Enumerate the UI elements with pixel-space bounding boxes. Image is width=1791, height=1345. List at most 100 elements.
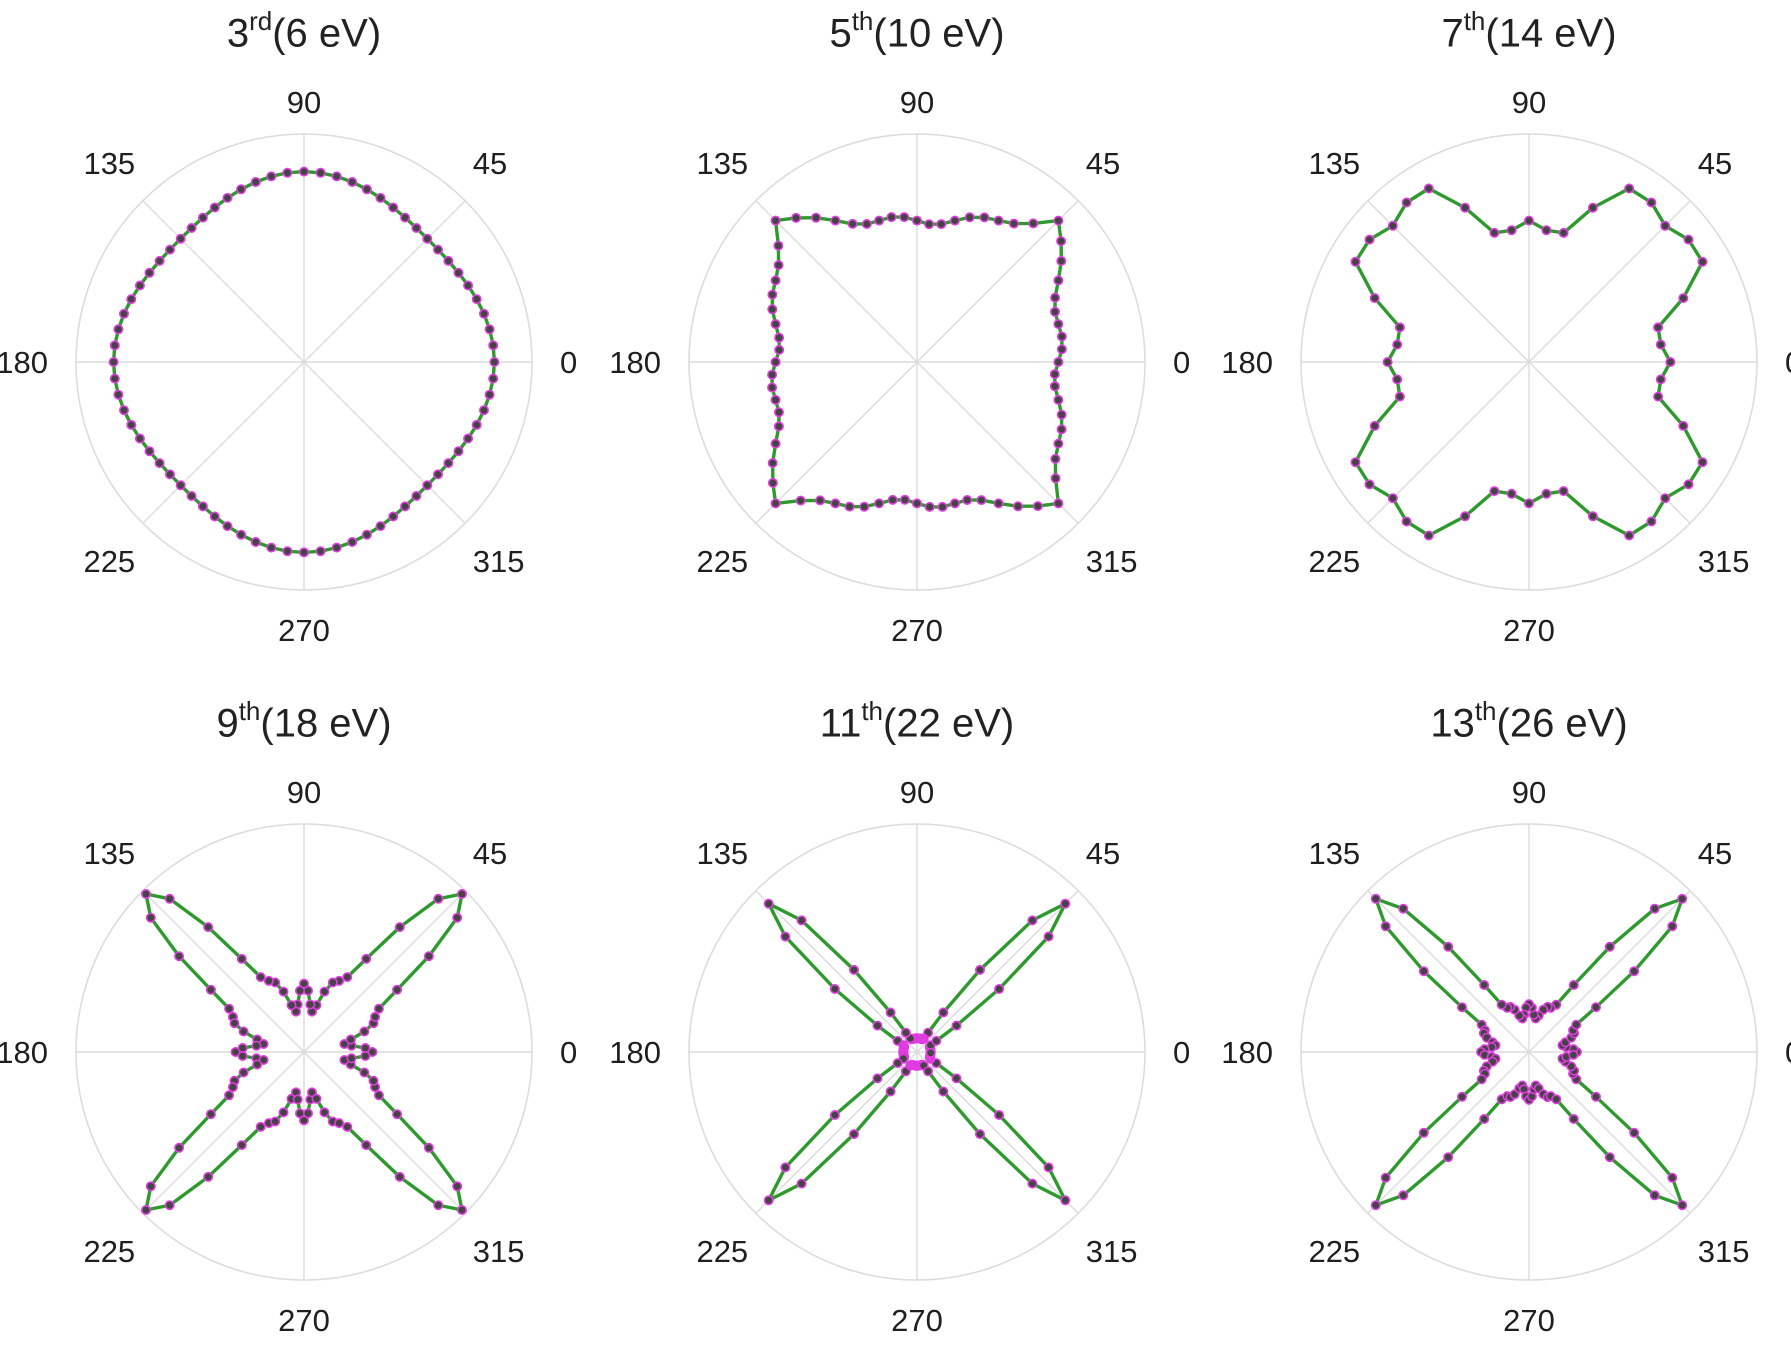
polar-panel-3: 0 45 90 135 180 225 270 315	[1221, 85, 1791, 648]
data-point	[1028, 218, 1039, 229]
data-point	[134, 433, 145, 444]
data-point	[1012, 501, 1023, 512]
data-point	[292, 1094, 303, 1105]
data-point	[830, 215, 841, 226]
data-point	[923, 1066, 934, 1077]
data-point	[936, 219, 947, 230]
data-point	[931, 1035, 942, 1046]
data-point	[119, 405, 130, 416]
data-point	[1423, 530, 1434, 541]
data-point	[1053, 438, 1064, 449]
data-point	[1683, 234, 1694, 245]
data-point	[443, 458, 454, 469]
data-point	[1053, 394, 1064, 405]
data-point	[1369, 293, 1380, 304]
data-point	[1677, 1200, 1688, 1211]
data-point	[453, 267, 464, 278]
theta-tick-45: 45	[1086, 146, 1120, 181]
data-point	[388, 202, 399, 213]
data-point	[770, 215, 781, 226]
data-point	[795, 495, 806, 506]
data-point	[1418, 966, 1429, 977]
data-point	[394, 1171, 405, 1182]
theta-tick-90: 90	[287, 775, 321, 810]
data-point	[767, 289, 778, 300]
theta-tick-45: 45	[473, 836, 507, 871]
data-point	[1394, 322, 1405, 333]
data-point	[174, 951, 185, 962]
data-point	[1587, 511, 1598, 522]
data-point	[203, 922, 214, 933]
theta-tick-0: 0	[1173, 1035, 1190, 1070]
data-point	[174, 1142, 185, 1153]
data-point	[423, 1142, 434, 1153]
theta-tick-90: 90	[287, 85, 321, 120]
data-point	[347, 536, 358, 547]
theta-tick-135: 135	[696, 836, 748, 871]
data-point	[815, 495, 826, 506]
data-point	[1053, 356, 1064, 367]
theta-tick-180: 180	[609, 1035, 661, 1070]
data-point	[282, 546, 293, 557]
data-point	[224, 1090, 235, 1101]
data-point	[859, 501, 870, 512]
data-point	[433, 893, 444, 904]
data-point	[773, 260, 784, 271]
data-point	[1056, 409, 1067, 420]
data-point	[452, 912, 463, 923]
polar-spoke-45	[303, 890, 466, 1053]
theta-tick-135: 135	[1308, 836, 1360, 871]
data-point	[1649, 1190, 1660, 1201]
data-point	[361, 1140, 372, 1151]
data-point	[463, 433, 474, 444]
data-point	[250, 536, 261, 547]
data-point	[770, 438, 781, 449]
data-point	[767, 477, 778, 488]
data-point	[1697, 457, 1708, 468]
data-point	[1050, 453, 1061, 464]
data-point	[361, 529, 372, 540]
data-point	[251, 1040, 262, 1051]
data-point	[773, 421, 784, 432]
data-point	[165, 469, 176, 480]
data-point	[361, 184, 372, 195]
data-point	[109, 340, 120, 351]
data-point	[359, 1026, 370, 1037]
data-point	[1604, 1152, 1615, 1163]
data-point	[951, 1020, 962, 1031]
theta-tick-0: 0	[560, 1035, 577, 1070]
theta-tick-270: 270	[891, 613, 943, 648]
data-point	[1667, 1172, 1678, 1183]
data-point	[119, 308, 130, 319]
data-point	[1050, 292, 1061, 303]
theta-tick-225: 225	[696, 1234, 748, 1269]
data-point	[373, 1090, 384, 1101]
data-point	[1479, 979, 1490, 990]
data-point	[872, 1073, 883, 1084]
polar-spoke-135	[755, 890, 918, 1053]
data-point	[1387, 493, 1398, 504]
data-point	[1541, 225, 1552, 236]
data-point	[1032, 501, 1043, 512]
data-point	[993, 498, 1004, 509]
data-point	[994, 1110, 1005, 1121]
data-point	[315, 546, 326, 557]
theta-tick-45: 45	[473, 146, 507, 181]
polar-spoke-315	[916, 361, 1079, 524]
data-point	[774, 344, 785, 355]
data-point	[770, 275, 781, 286]
data-point	[1050, 473, 1061, 484]
data-point	[1050, 306, 1061, 317]
data-point	[951, 1073, 962, 1084]
polar-spoke-225	[755, 1051, 918, 1214]
data-point	[892, 1058, 903, 1069]
data-point	[334, 1118, 345, 1129]
data-point	[848, 1129, 859, 1140]
polar-spoke-315	[303, 361, 466, 524]
data-point	[456, 888, 467, 899]
data-point	[224, 1003, 235, 1014]
data-point	[236, 953, 247, 964]
data-point	[1629, 1127, 1640, 1138]
data-point	[1053, 215, 1064, 226]
